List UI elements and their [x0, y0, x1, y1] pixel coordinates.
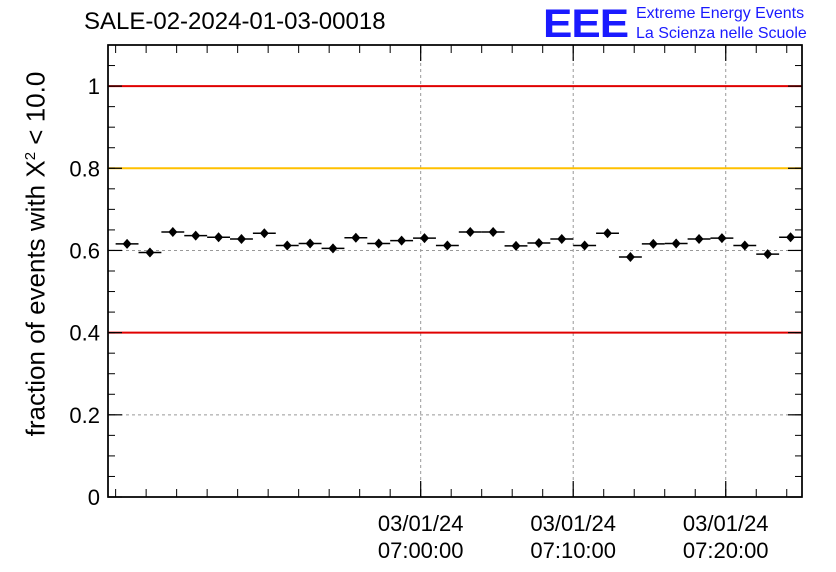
data-point	[664, 238, 688, 249]
point-marker	[694, 233, 704, 244]
data-point	[550, 233, 574, 244]
chart-title: SALE-02-2024-01-03-00018	[84, 8, 386, 35]
data-points	[115, 226, 802, 263]
y-tick-label: 0	[88, 485, 100, 510]
point-marker	[351, 232, 361, 243]
data-point	[710, 233, 734, 244]
y-tick-label: 0.6	[69, 238, 100, 263]
point-marker	[305, 238, 315, 249]
data-point	[344, 232, 368, 243]
plot-border	[107, 44, 803, 498]
data-point	[321, 243, 345, 254]
x-tick-label-date: 03/01/24	[683, 511, 769, 536]
y-axis-title: fraction of events with X2 < 10.0	[21, 72, 52, 437]
point-marker	[671, 238, 681, 249]
point-marker	[236, 233, 246, 244]
data-point	[138, 247, 162, 258]
data-point	[573, 240, 597, 251]
point-marker	[145, 247, 155, 258]
point-marker	[465, 226, 475, 237]
data-point	[435, 240, 459, 251]
reference-lines	[108, 85, 802, 334]
data-point	[481, 226, 505, 237]
data-point	[207, 232, 231, 243]
logo-caption: Extreme Energy Events La Scienza nelle S…	[636, 4, 807, 44]
point-marker	[419, 233, 429, 244]
x-tick-label-time: 07:10:00	[530, 538, 616, 563]
point-marker	[168, 226, 178, 237]
y-tick-label: 0.2	[69, 403, 100, 428]
data-point	[275, 240, 299, 251]
x-tick-label-time: 07:20:00	[683, 538, 769, 563]
data-point	[687, 233, 711, 244]
data-point	[527, 238, 551, 249]
data-point	[779, 232, 802, 243]
data-point	[596, 228, 619, 239]
point-marker	[374, 238, 384, 249]
point-marker	[122, 238, 132, 249]
point-marker	[763, 249, 773, 260]
y-axis-title-symbol: X	[20, 160, 51, 178]
logo-line-2: La Scienza nelle Scuole	[636, 25, 807, 42]
data-point	[161, 226, 185, 237]
point-marker	[603, 228, 613, 239]
point-marker	[488, 226, 498, 237]
data-point	[390, 235, 414, 246]
point-marker	[511, 240, 521, 251]
y-tick-label: 0.4	[69, 321, 100, 346]
y-axis-title-exp: 2	[21, 151, 39, 161]
point-marker	[328, 243, 338, 254]
y-axis-title-prefix: fraction of events with	[20, 184, 51, 437]
point-marker	[740, 240, 750, 251]
point-marker	[282, 240, 292, 251]
point-marker	[786, 232, 796, 243]
data-point	[733, 240, 757, 251]
y-tick-label: 1	[88, 74, 100, 99]
point-marker	[442, 240, 452, 251]
data-point	[618, 252, 642, 263]
point-marker	[259, 228, 269, 239]
point-marker	[625, 252, 635, 263]
data-point	[252, 228, 276, 239]
point-marker	[580, 240, 590, 251]
data-point	[367, 238, 391, 249]
x-tick-label-date: 03/01/24	[378, 511, 464, 536]
point-marker	[191, 230, 201, 241]
x-tick-label-time: 07:00:00	[378, 538, 464, 563]
y-axis-title-suffix: < 10.0	[20, 71, 51, 145]
data-point	[756, 249, 780, 260]
data-point	[298, 238, 322, 249]
data-point	[413, 233, 436, 244]
point-marker	[534, 238, 544, 249]
eee-logo: EEE	[543, 2, 629, 47]
point-marker	[214, 232, 224, 243]
data-point	[230, 233, 253, 244]
point-marker	[397, 235, 407, 246]
point-marker	[648, 238, 658, 249]
data-point	[641, 238, 665, 249]
logo-line-1: Extreme Energy Events	[636, 5, 805, 22]
axes: 00.20.40.60.8103/01/2407:00:0003/01/2407…	[69, 44, 802, 563]
point-marker	[557, 233, 567, 244]
plot-frame	[107, 44, 803, 498]
data-point	[184, 230, 208, 241]
x-tick-label-date: 03/01/24	[530, 511, 616, 536]
point-marker	[717, 233, 727, 244]
data-point	[115, 238, 139, 249]
y-tick-label: 0.8	[69, 156, 100, 181]
data-point	[458, 226, 482, 237]
data-point	[504, 240, 528, 251]
